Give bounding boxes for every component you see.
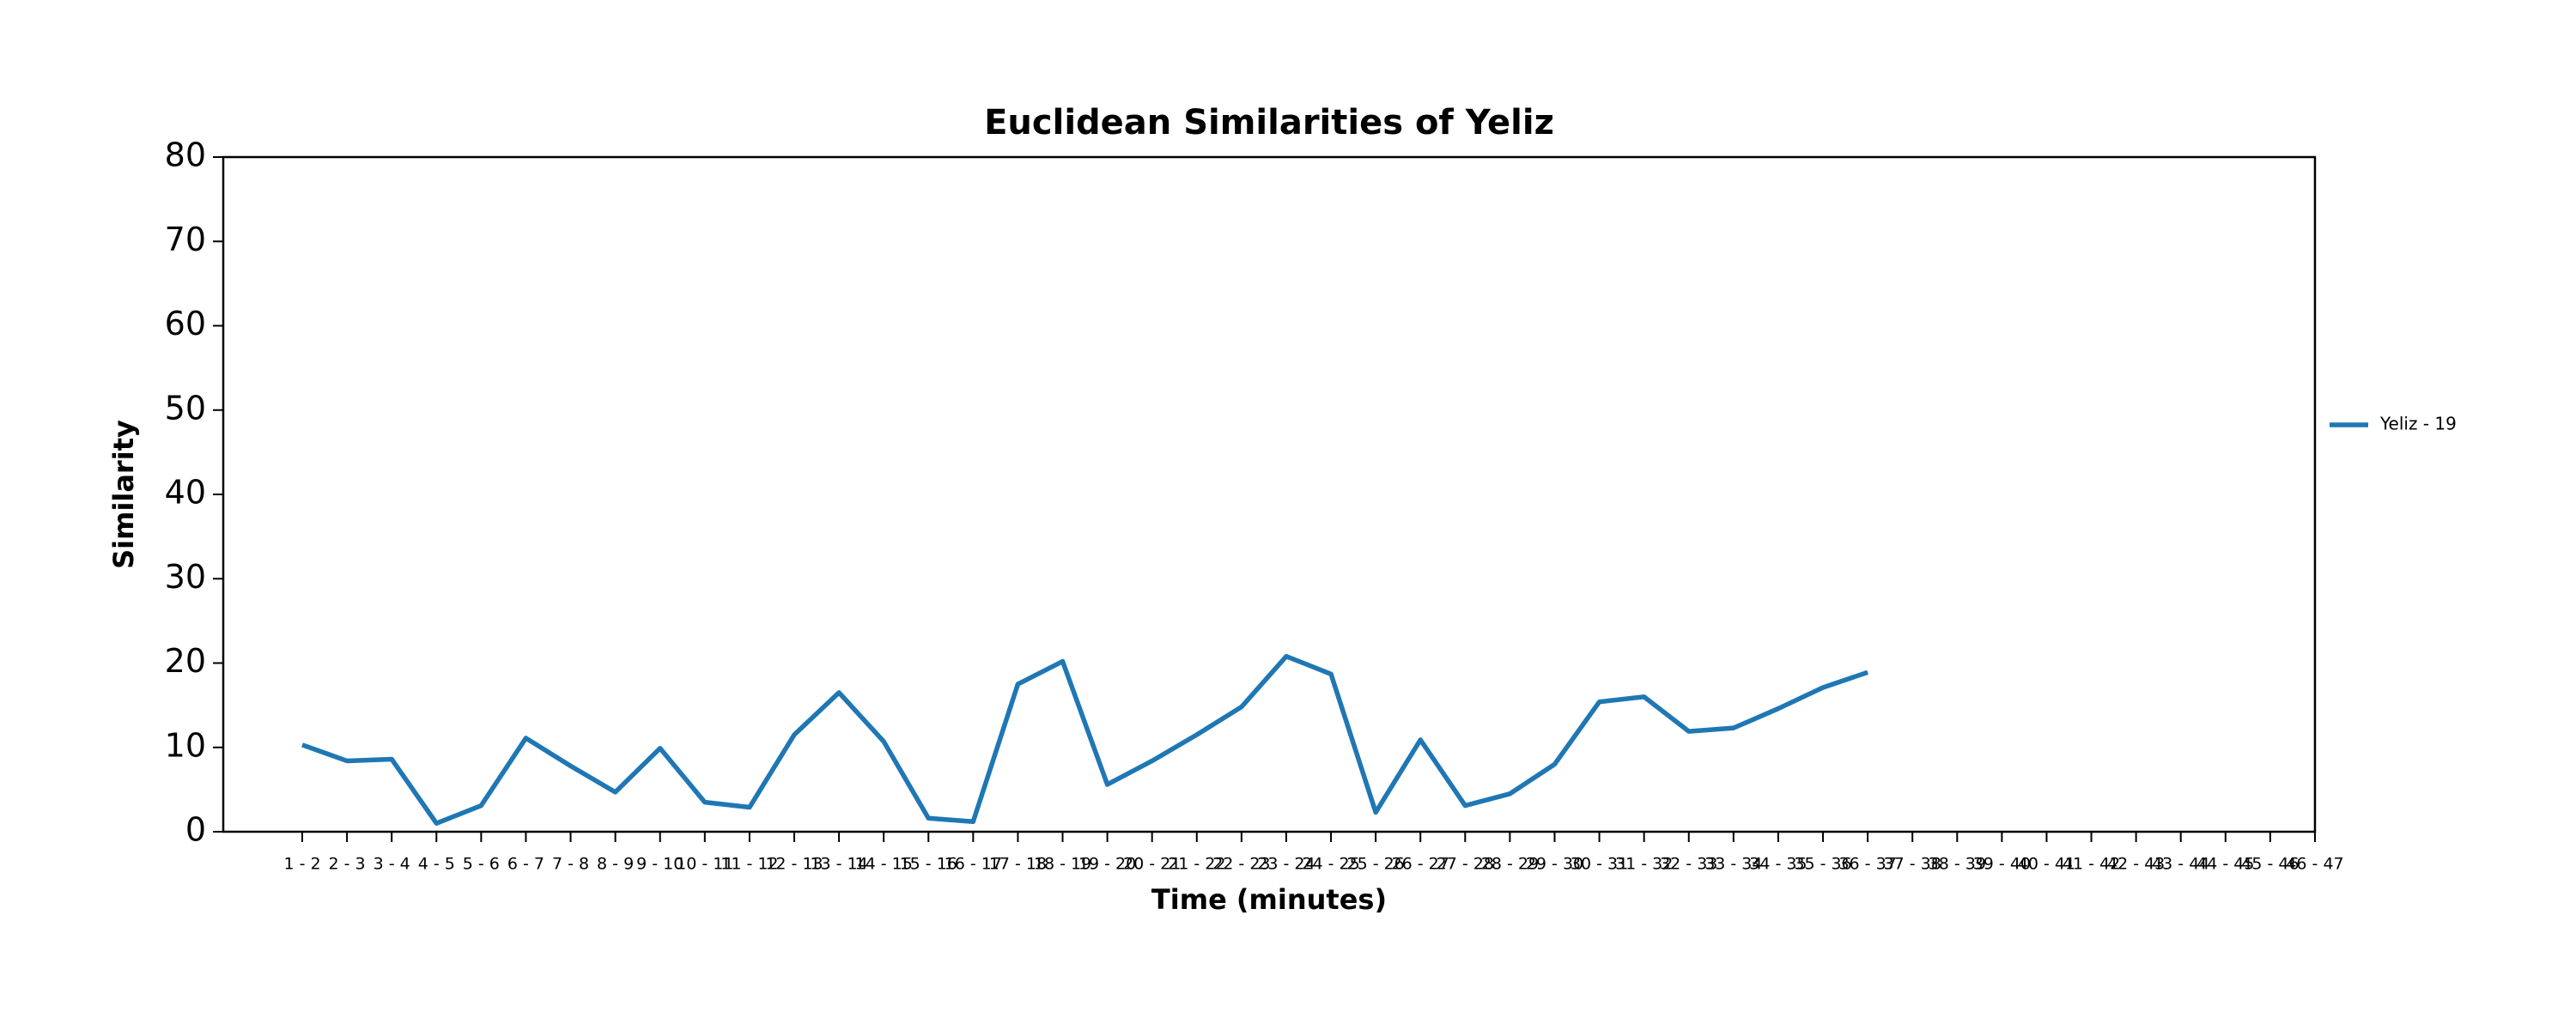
y-tick-label: 0 (185, 811, 206, 849)
y-tick-label: 80 (165, 136, 206, 174)
x-tick-label: 25 - 26 (1346, 855, 1404, 874)
x-tick-label: 30 - 31 (1571, 855, 1628, 874)
x-tick-label: 16 - 17 (945, 855, 1002, 874)
x-tick-label: 46 - 47 (2286, 855, 2343, 874)
x-tick-label: 3 - 4 (374, 855, 410, 874)
x-tick-label: 13 - 14 (810, 855, 867, 874)
x-tick-label: 35 - 36 (1794, 855, 1851, 874)
legend-label: Yeliz - 19 (2379, 414, 2457, 434)
x-tick-label: 26 - 27 (1392, 855, 1449, 874)
y-axis-label: Similarity (107, 420, 140, 569)
x-tick-label: 34 - 35 (1749, 855, 1807, 874)
x-tick-label: 10 - 11 (676, 855, 733, 874)
x-tick-label: 11 - 12 (720, 855, 778, 874)
x-tick-label: 43 - 44 (2152, 855, 2209, 874)
x-tick-label: 39 - 40 (1973, 855, 2031, 874)
x-tick-label: 4 - 5 (418, 855, 455, 874)
x-tick-label: 42 - 43 (2107, 855, 2165, 874)
x-tick-label: 6 - 7 (507, 855, 544, 874)
x-tick-label: 5 - 6 (463, 855, 500, 874)
x-tick-label: 27 - 28 (1437, 855, 1494, 874)
y-tick-label: 30 (165, 558, 206, 596)
chart-title: Euclidean Similarities of Yeliz (984, 103, 1554, 142)
y-tick-label: 10 (165, 726, 206, 764)
x-tick-label: 45 - 46 (2241, 855, 2299, 874)
x-tick-label: 22 - 23 (1212, 855, 1270, 874)
x-tick-label: 18 - 19 (1034, 855, 1091, 874)
x-tick-label: 19 - 20 (1078, 855, 1136, 874)
x-tick-label: 38 - 39 (1929, 855, 1986, 874)
x-tick-label: 36 - 37 (1838, 855, 1896, 874)
x-tick-label: 17 - 18 (989, 855, 1047, 874)
x-tick-label: 2 - 3 (329, 855, 366, 874)
x-tick-label: 37 - 38 (1884, 855, 1941, 874)
x-tick-label: 29 - 30 (1526, 855, 1583, 874)
x-tick-label: 14 - 15 (855, 855, 913, 874)
y-tick-label: 50 (165, 389, 206, 427)
x-tick-label: 40 - 41 (2018, 855, 2075, 874)
x-tick-label: 1 - 2 (283, 855, 320, 874)
x-tick-label: 8 - 9 (597, 855, 634, 874)
x-tick-label: 15 - 16 (900, 855, 957, 874)
x-tick-label: 21 - 22 (1168, 855, 1225, 874)
x-tick-label: 33 - 34 (1704, 855, 1762, 874)
x-tick-label: 7 - 8 (552, 855, 589, 874)
x-tick-label: 24 - 25 (1302, 855, 1359, 874)
plot-frame (222, 155, 2317, 833)
x-tick-label: 28 - 29 (1481, 855, 1539, 874)
y-tick-label: 60 (165, 305, 206, 342)
x-axis-label: Time (minutes) (1151, 883, 1387, 916)
y-tick-label: 20 (165, 642, 206, 680)
y-tick-label: 70 (165, 221, 206, 258)
x-tick-label: 44 - 45 (2196, 855, 2254, 874)
x-tick-label: 32 - 33 (1660, 855, 1717, 874)
x-tick-label: 31 - 32 (1615, 855, 1673, 874)
y-tick-label: 40 (165, 474, 206, 512)
line-series (301, 653, 1868, 826)
x-tick-label: 9 - 10 (636, 855, 683, 874)
x-tick-label: 20 - 21 (1123, 855, 1181, 874)
x-tick-label: 23 - 24 (1257, 855, 1315, 874)
x-tick-label: 41 - 42 (2063, 855, 2120, 874)
x-tick-label: 12 - 13 (765, 855, 823, 874)
